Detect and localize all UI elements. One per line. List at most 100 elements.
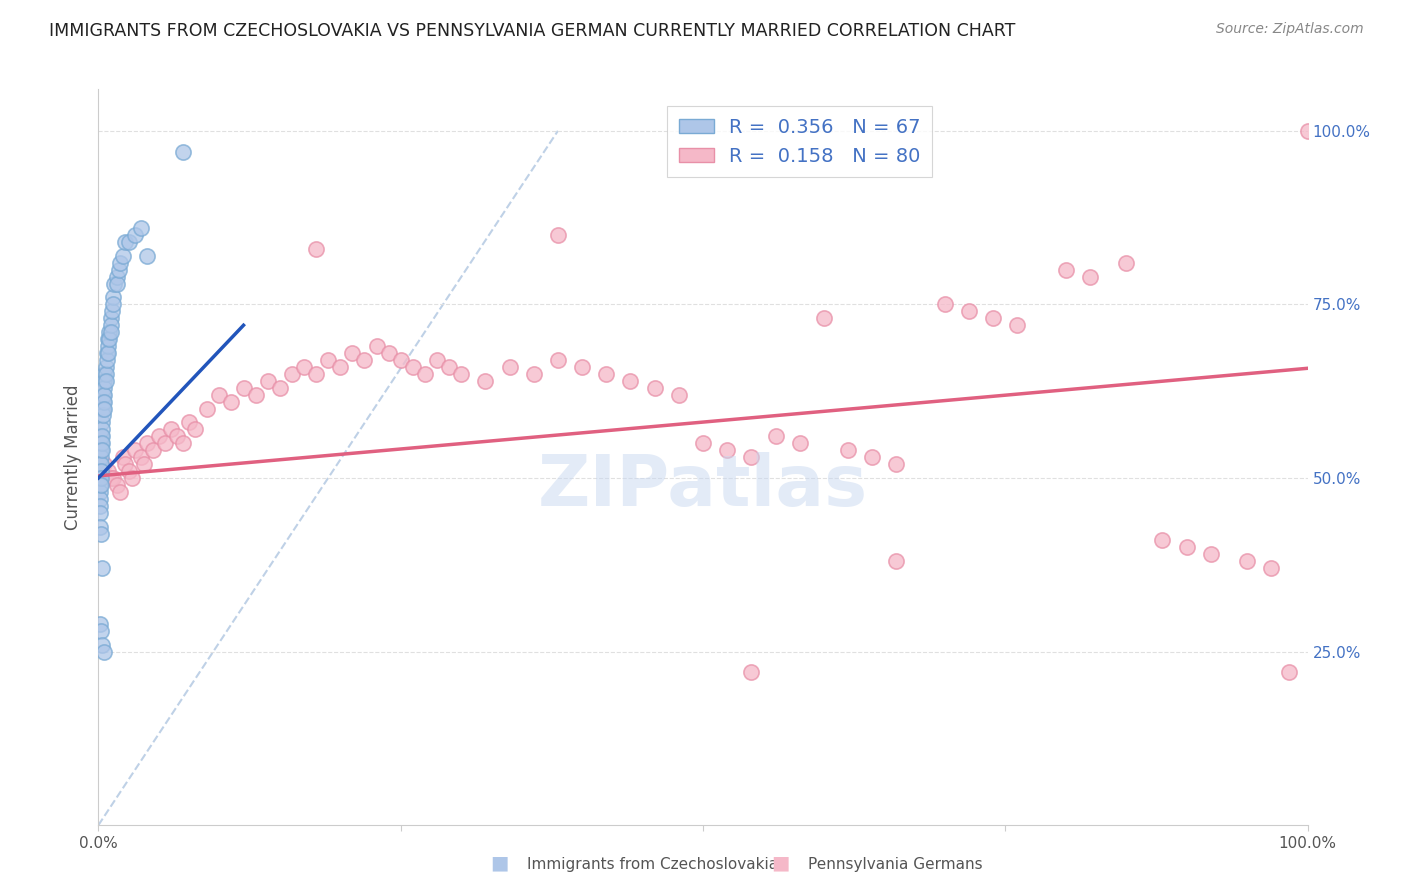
Point: [281, 367, 304, 381]
Point: [153, 436, 176, 450]
Point: [93, 387, 115, 401]
Point: [342, 346, 364, 360]
Point: [118, 235, 141, 249]
Point: [97, 332, 120, 346]
Point: [89, 484, 111, 499]
Point: [93, 381, 115, 395]
Point: [474, 374, 496, 388]
Point: [111, 249, 134, 263]
Point: [135, 436, 157, 450]
Point: [105, 277, 128, 291]
Point: [172, 145, 194, 159]
Point: [148, 429, 170, 443]
Text: IMMIGRANTS FROM CZECHOSLOVAKIA VS PENNSYLVANIA GERMAN CURRENTLY MARRIED CORRELAT: IMMIGRANTS FROM CZECHOSLOVAKIA VS PENNSY…: [49, 22, 1015, 40]
Text: ZIPatlas: ZIPatlas: [538, 452, 868, 521]
Point: [437, 359, 460, 374]
Point: [1115, 256, 1137, 270]
Point: [98, 325, 121, 339]
Point: [108, 484, 131, 499]
Point: [1175, 541, 1198, 555]
Point: [135, 249, 157, 263]
Point: [957, 304, 980, 318]
Point: [91, 387, 114, 401]
Point: [100, 318, 122, 333]
Point: [89, 519, 111, 533]
Point: [269, 381, 291, 395]
Point: [114, 235, 136, 249]
Point: [91, 422, 114, 436]
Point: [1296, 124, 1319, 138]
Point: [100, 304, 122, 318]
Point: [121, 471, 143, 485]
Point: [789, 436, 811, 450]
Point: [142, 443, 165, 458]
Point: [1278, 665, 1301, 680]
Point: [179, 416, 201, 430]
Point: [90, 443, 112, 458]
Point: [108, 256, 131, 270]
Point: [89, 506, 111, 520]
Point: [740, 450, 762, 465]
Point: [377, 346, 399, 360]
Point: [184, 422, 207, 436]
Point: [1199, 547, 1222, 561]
Point: [101, 471, 124, 485]
Point: [100, 471, 122, 485]
Point: [103, 277, 125, 291]
Point: [93, 374, 115, 388]
Point: [571, 359, 593, 374]
Point: [91, 638, 114, 652]
Point: [1007, 318, 1029, 333]
Text: ■: ■: [770, 854, 790, 872]
Point: [129, 450, 152, 465]
Point: [89, 616, 111, 631]
Point: [166, 429, 188, 443]
Point: [90, 471, 112, 485]
Point: [256, 374, 278, 388]
Point: [90, 450, 112, 465]
Point: [402, 359, 425, 374]
Point: [91, 429, 114, 443]
Point: [94, 359, 117, 374]
Point: [134, 457, 156, 471]
Point: [100, 311, 122, 326]
Point: [98, 332, 121, 346]
Point: [93, 394, 115, 409]
Point: [329, 359, 352, 374]
Point: [89, 471, 111, 485]
Point: [91, 561, 114, 575]
Point: [89, 491, 111, 506]
Point: [305, 242, 328, 256]
Point: [195, 401, 218, 416]
Point: [172, 436, 194, 450]
Point: [111, 450, 134, 465]
Point: [1260, 561, 1282, 575]
Point: [94, 374, 117, 388]
Point: [90, 478, 112, 492]
Point: [426, 353, 449, 368]
Point: [1078, 269, 1101, 284]
Point: [1236, 554, 1258, 568]
Point: [91, 409, 114, 423]
Text: Pennsylvania Germans: Pennsylvania Germans: [808, 857, 983, 872]
Point: [101, 297, 124, 311]
Point: [886, 457, 908, 471]
Point: [114, 457, 136, 471]
Point: [91, 443, 114, 458]
Point: [595, 367, 617, 381]
Point: [934, 297, 956, 311]
Point: [97, 339, 120, 353]
Point: [668, 387, 690, 401]
Y-axis label: Currently Married: Currently Married: [65, 384, 83, 530]
Point: [160, 422, 183, 436]
Point: [413, 367, 436, 381]
Point: [644, 381, 666, 395]
Point: [90, 429, 112, 443]
Point: [292, 359, 315, 374]
Point: [93, 644, 115, 658]
Point: [124, 227, 146, 242]
Point: [90, 436, 112, 450]
Point: [91, 394, 114, 409]
Point: [1152, 533, 1174, 548]
Point: [765, 429, 787, 443]
